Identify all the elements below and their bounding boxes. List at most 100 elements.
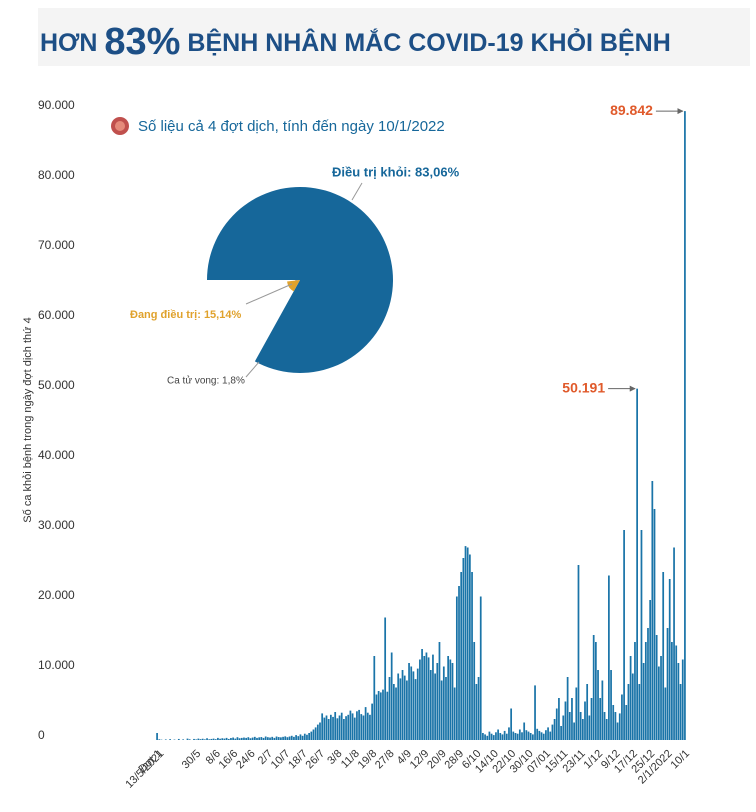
- bar: [282, 736, 284, 740]
- bar: [442, 666, 445, 740]
- x-tick-label: 10/1: [668, 748, 692, 772]
- bar: [508, 727, 510, 740]
- bar: [277, 737, 280, 740]
- title-highlight: 83%: [104, 21, 180, 63]
- bar: [469, 554, 471, 740]
- bar: [225, 737, 228, 740]
- bar: [343, 719, 345, 740]
- x-tick-label: 26/7: [304, 748, 328, 772]
- bar: [238, 738, 241, 740]
- bar: [608, 575, 610, 740]
- bar: [208, 739, 211, 740]
- bar: [386, 691, 389, 740]
- bar: [223, 738, 226, 740]
- bar: [475, 684, 478, 740]
- bar: [603, 712, 606, 740]
- bar: [616, 722, 619, 740]
- y-tick-label: 60.000: [38, 308, 75, 322]
- bar: [280, 737, 282, 740]
- bar: [301, 735, 304, 740]
- bar: [562, 715, 565, 740]
- bar: [673, 547, 675, 740]
- bar: [423, 656, 426, 740]
- bar: [236, 737, 239, 740]
- bar: [651, 481, 654, 740]
- bar: [429, 670, 432, 740]
- bar: [240, 737, 243, 740]
- bar: [679, 684, 682, 740]
- bar: [371, 703, 373, 740]
- y-tick-label: 30.000: [38, 518, 75, 532]
- bar: [258, 737, 261, 740]
- bar: [553, 719, 556, 740]
- bar: [451, 663, 454, 740]
- bar: [269, 737, 271, 740]
- bar: [486, 735, 489, 740]
- bar: [219, 738, 221, 740]
- bar: [351, 713, 354, 740]
- bar: [358, 709, 360, 740]
- bar: [573, 722, 576, 740]
- x-tick-label: 27/8: [373, 748, 397, 772]
- bar: [631, 673, 634, 740]
- bar: [551, 724, 554, 740]
- bar: [310, 731, 313, 740]
- bar: [384, 617, 387, 740]
- bar: [664, 687, 667, 740]
- bar: [221, 738, 224, 740]
- bar: [560, 726, 562, 740]
- bar: [392, 684, 395, 740]
- bar: [505, 733, 508, 740]
- bar: [677, 663, 680, 740]
- bar: [584, 701, 586, 740]
- bar: [449, 659, 452, 740]
- bar: [245, 737, 248, 740]
- bar: [177, 738, 180, 740]
- bar: [503, 730, 506, 740]
- bar: [316, 724, 319, 740]
- bar: [594, 642, 597, 740]
- bar: [571, 698, 573, 740]
- subtitle: Số liệu cả 4 đợt dịch, tính đến ngày 10/…: [138, 118, 445, 135]
- y-tick-label: 40.000: [38, 448, 75, 462]
- bar: [421, 649, 423, 740]
- bar: [647, 628, 649, 740]
- bar: [640, 530, 643, 740]
- bar: [197, 738, 200, 740]
- bar: [388, 677, 391, 740]
- bar: [434, 673, 436, 740]
- bar: [347, 714, 350, 740]
- bar: [482, 733, 484, 740]
- bar: [256, 737, 258, 740]
- bar: [264, 736, 267, 740]
- bar: [232, 737, 234, 740]
- value-label: 89.842: [610, 102, 653, 118]
- bar: [412, 671, 415, 740]
- bar: [243, 737, 245, 740]
- bar: [568, 712, 571, 740]
- bar: [356, 711, 358, 740]
- y-axis-label: Số ca khỏi bệnh trong ngày đợt dịch thứ …: [22, 317, 34, 522]
- bar: [627, 684, 630, 740]
- bar: [525, 730, 528, 740]
- bar: [636, 388, 638, 740]
- bar: [271, 736, 274, 740]
- bar: [408, 663, 410, 740]
- bar: [338, 715, 341, 740]
- bar: [599, 698, 602, 740]
- bar: [293, 736, 295, 740]
- bar: [564, 701, 567, 740]
- bar: [610, 670, 612, 740]
- bar: [529, 733, 532, 740]
- bar: [156, 733, 158, 740]
- bar: [327, 719, 330, 740]
- bar: [464, 546, 467, 740]
- bar: [649, 600, 652, 740]
- bar: [273, 737, 276, 740]
- bar: [499, 733, 502, 740]
- bar: [623, 530, 625, 740]
- virus-icon-core: [115, 121, 125, 131]
- bar: [410, 666, 413, 740]
- bar: [377, 691, 380, 740]
- y-tick-label: 20.000: [38, 588, 75, 602]
